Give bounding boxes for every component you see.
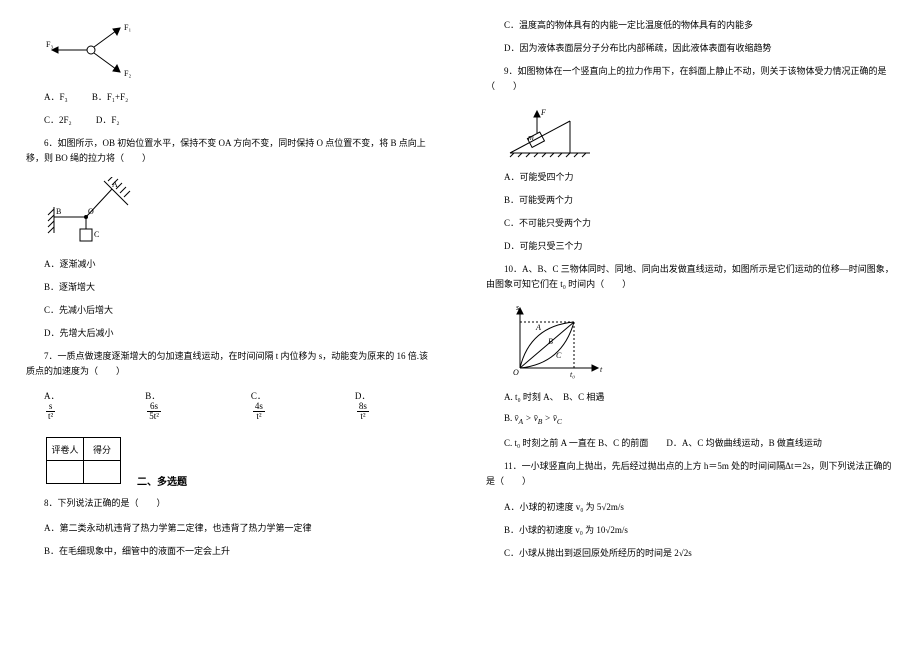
- q10b-pre: B.: [504, 413, 515, 423]
- q10-label-s: s: [516, 303, 519, 312]
- q9-opt-a: A．可能受四个力: [486, 170, 894, 183]
- q6-opt-b: B．逐渐增大: [26, 280, 434, 293]
- q10b-gt1: >: [523, 413, 534, 423]
- q5-opt-b: B．F₁+F₂: [92, 92, 128, 102]
- q8-stem: 8．下列说法正确的是（ ）: [26, 496, 434, 511]
- q10-figure: s t O t₀ A B C: [506, 302, 894, 380]
- score-c2: 得分: [84, 438, 121, 461]
- q7-opt-b-label: B．: [145, 391, 160, 401]
- q9-stem: 9．如图物体在一个竖直向上的拉力作用下，在斜面上静止不动，则关于该物体受力情况正…: [486, 64, 894, 95]
- q10b-c: C: [557, 417, 562, 426]
- score-c1: 评卷人: [47, 438, 84, 461]
- q7-opt-d-label: D．: [355, 391, 371, 401]
- q7-b-num: 6s: [147, 402, 161, 411]
- score-table: 评卷人 得分: [46, 437, 121, 484]
- q6-opt-a: A．逐渐减小: [26, 257, 434, 270]
- q7-opt-a: A． st²: [44, 389, 99, 421]
- q7-opt-c-label: C．: [251, 391, 266, 401]
- q6-label-a: A: [112, 180, 118, 189]
- q5-figure: F₁ F₂ F₃: [46, 22, 434, 80]
- q8-opt-c: C．温度高的物体具有的内能一定比温度低的物体具有的内能多: [486, 18, 894, 31]
- q6-label-o: O: [88, 207, 94, 216]
- q10-opt-cd: C. t₀ 时刻之前 A 一直在 B、C 的前面 D．A、C 均做曲线运动，B …: [486, 436, 894, 449]
- q7-c-den: t²: [253, 411, 265, 421]
- q10-opt-b: B. v̄A > v̄B > v̄C: [486, 413, 894, 426]
- q6-label-c: C: [94, 230, 99, 239]
- q10-label-b: B: [548, 337, 553, 346]
- q6-stem: 6．如图所示，OB 初始位置水平，保持不变 OA 方向不变，同时保持 O 点位置…: [26, 136, 434, 167]
- q5-opt-d: D．F₂: [96, 115, 120, 125]
- q5-label-f2: F₂: [124, 69, 131, 78]
- q5-opt-a: A．F₃: [44, 92, 68, 102]
- q6-opt-d: D．先增大后减小: [26, 326, 434, 339]
- q5-opt-c: C．2F₂: [44, 115, 72, 125]
- section-header-row: 评卷人 得分 二、多选题: [26, 431, 434, 488]
- q11-opt-b: B．小球的初速度 v₀ 为 10√2m/s: [486, 523, 894, 536]
- q10-label-o: O: [513, 368, 519, 377]
- q7-b-den: 5t²: [147, 411, 161, 421]
- q7-opt-b: B． 6s5t²: [145, 389, 205, 421]
- q10-label-c: C: [556, 351, 562, 360]
- q11-opt-c: C．小球从抛出到返回原处所经历的时间是 2√2s: [486, 546, 894, 559]
- q7-a-den: t²: [46, 411, 55, 421]
- q10-label-t0: t₀: [570, 370, 575, 379]
- q7-stem: 7．一质点做速度逐渐增大的匀加速直线运动，在时间间隔 t 内位移为 s，动能变为…: [26, 349, 434, 380]
- q11-opt-a: A．小球的初速度 v₀ 为 5√2m/s: [486, 500, 894, 513]
- q6-figure: A B O C: [46, 177, 434, 247]
- q9-opt-b: B．可能受两个力: [486, 193, 894, 206]
- q10-label-a: A: [535, 323, 541, 332]
- q6-opt-c: C．先减小后增大: [26, 303, 434, 316]
- q7-opt-d: D． 8st²: [355, 389, 413, 421]
- q10-label-t: t: [600, 365, 603, 374]
- q8-opt-d: D．因为液体表面层分子分布比内部稀疏，因此液体表面有收缩趋势: [486, 41, 894, 54]
- q7-c-num: 4s: [253, 402, 265, 411]
- q7-a-num: s: [46, 402, 55, 411]
- q7-d-den: t²: [357, 411, 369, 421]
- right-column: C．温度高的物体具有的内能一定比温度低的物体具有的内能多 D．因为液体表面层分子…: [460, 0, 920, 651]
- q10-opt-a: A. t₀ 时刻 A、 B、C 相遇: [486, 390, 894, 403]
- q10b-gt2: >: [542, 413, 553, 423]
- q9-label-m: m: [528, 133, 534, 142]
- q6-label-b: B: [56, 207, 61, 216]
- q10-stem: 10．A、B、C 三物体同时、同地、同向出发做直线运动，如图所示是它们运动的位移…: [486, 262, 894, 293]
- section-2-title: 二、多选题: [137, 473, 187, 488]
- q7-d-num: 8s: [357, 402, 369, 411]
- q5-label-f3: F₃: [46, 40, 53, 49]
- q8-opt-b: B．在毛细现象中，细管中的液面不一定会上升: [26, 544, 434, 557]
- q7-opt-c: C． 4st²: [251, 389, 309, 421]
- left-column: F₁ F₂ F₃ A．F₃ B．F₁+F₂ C．2F₂ D．F₂ 6．如图所示，…: [0, 0, 460, 651]
- q8-opt-a: A．第二类永动机违背了热力学第二定律，也违背了热力学第一定律: [26, 521, 434, 534]
- q7-options: A． st² B． 6s5t² C． 4st² D． 8st²: [26, 389, 434, 421]
- q9-figure: F m: [506, 105, 894, 160]
- q11-stem: 11．一小球竖直向上抛出，先后经过抛出点的上方 h＝5m 处的时间间隔Δt＝2s…: [486, 459, 894, 490]
- q5-options-row2: C．2F₂ D．F₂: [26, 113, 434, 126]
- q5-options-row1: A．F₃ B．F₁+F₂: [26, 90, 434, 103]
- q7-opt-a-label: A．: [44, 391, 60, 401]
- q5-label-f1: F₁: [124, 23, 131, 32]
- q9-opt-d: D．可能只受三个力: [486, 239, 894, 252]
- q9-opt-c: C．不可能只受两个力: [486, 216, 894, 229]
- q9-label-f: F: [540, 108, 546, 117]
